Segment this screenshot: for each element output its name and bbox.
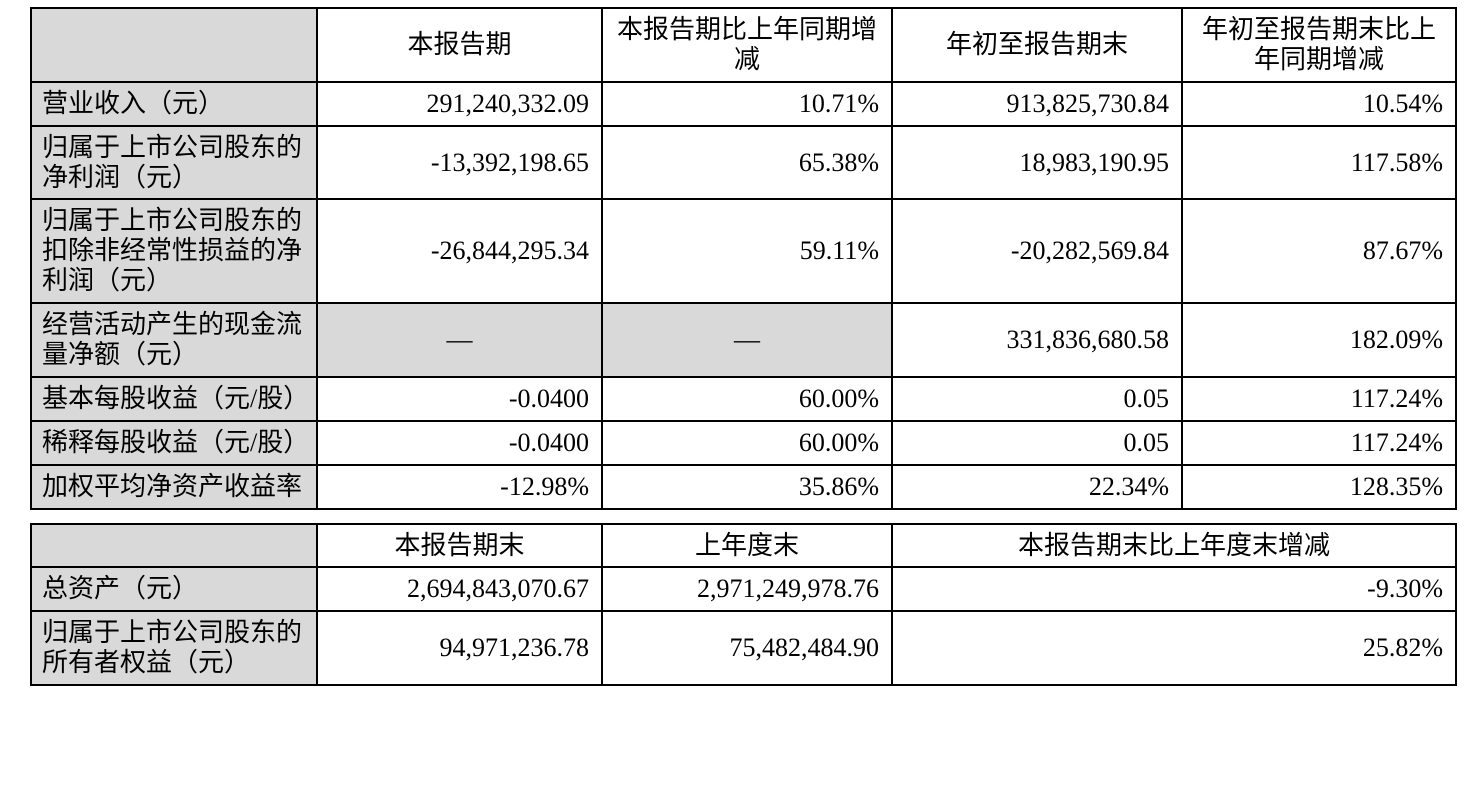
cell-value: -26,844,295.34 <box>316 198 603 305</box>
header-end-of-period: 本报告期末 <box>316 522 603 569</box>
header-end-of-prior-year: 上年度末 <box>601 522 893 569</box>
table-row-weighted-avg-roe: 加权平均净资产收益率 -12.98% 35.86% 22.34% 128.35% <box>30 463 1457 510</box>
row-label: 营业收入（元） <box>30 80 318 127</box>
cell-value: 117.24% <box>1181 419 1457 466</box>
cell-value: 18,983,190.95 <box>891 124 1183 201</box>
cell-value: 0.05 <box>891 375 1183 422</box>
cell-value: 128.35% <box>1181 463 1457 510</box>
cell-value: 22.34% <box>891 463 1183 510</box>
cell-value: 2,971,249,978.76 <box>601 566 893 613</box>
cell-value: -9.30% <box>891 566 1457 613</box>
table-row-total-assets: 总资产（元） 2,694,843,070.67 2,971,249,978.76… <box>30 566 1457 613</box>
header-empty-cell <box>30 7 318 83</box>
header-year-to-date-yoy-change: 年初至报告期末比上年同期增减 <box>1181 7 1457 83</box>
cell-value: 87.67% <box>1181 198 1457 305</box>
cell-value: 35.86% <box>601 463 893 510</box>
cell-value: 10.54% <box>1181 80 1457 127</box>
table-row-operating-revenue: 营业收入（元） 291,240,332.09 10.71% 913,825,73… <box>30 80 1457 127</box>
cell-dash: — <box>316 302 603 378</box>
cell-value: -0.0400 <box>316 375 603 422</box>
row-label: 稀释每股收益（元/股） <box>30 419 318 466</box>
table-row-diluted-eps: 稀释每股收益（元/股） -0.0400 60.00% 0.05 117.24% <box>30 419 1457 466</box>
table-row-basic-eps: 基本每股收益（元/股） -0.0400 60.00% 0.05 117.24% <box>30 375 1457 422</box>
cell-dash: — <box>601 302 893 378</box>
cell-value: 117.24% <box>1181 375 1457 422</box>
cell-value: 291,240,332.09 <box>316 80 603 127</box>
cell-value: -0.0400 <box>316 419 603 466</box>
row-label: 基本每股收益（元/股） <box>30 375 318 422</box>
cell-value: 94,971,236.78 <box>316 610 603 687</box>
balance-sheet-table: 本报告期末 上年度末 本报告期末比上年度末增减 总资产（元） 2,694,843… <box>30 522 1457 687</box>
row-label: 归属于上市公司股东的所有者权益（元） <box>30 610 318 687</box>
header-row: 本报告期末 上年度末 本报告期末比上年度末增减 <box>30 522 1457 569</box>
header-change-vs-prior-year-end: 本报告期末比上年度末增减 <box>891 522 1457 569</box>
header-current-period: 本报告期 <box>316 7 603 83</box>
row-label: 总资产（元） <box>30 566 318 613</box>
cell-value: -12.98% <box>316 463 603 510</box>
cell-value: -20,282,569.84 <box>891 198 1183 305</box>
cell-value: 65.38% <box>601 124 893 201</box>
header-empty-cell <box>30 522 318 569</box>
cell-value: 60.00% <box>601 419 893 466</box>
row-label: 加权平均净资产收益率 <box>30 463 318 510</box>
cell-value: 60.00% <box>601 375 893 422</box>
table-row-net-profit-excl-nonrecurring: 归属于上市公司股东的扣除非经常性损益的净利润（元） -26,844,295.34… <box>30 198 1457 305</box>
row-label: 经营活动产生的现金流量净额（元） <box>30 302 318 378</box>
cell-value: 117.58% <box>1181 124 1457 201</box>
cell-value: 59.11% <box>601 198 893 305</box>
cell-value: 331,836,680.58 <box>891 302 1183 378</box>
cell-value: 182.09% <box>1181 302 1457 378</box>
table-row-net-profit-attributable: 归属于上市公司股东的净利润（元） -13,392,198.65 65.38% 1… <box>30 124 1457 201</box>
header-row: 本报告期 本报告期比上年同期增减 年初至报告期末 年初至报告期末比上年同期增减 <box>30 7 1457 83</box>
cell-value: 75,482,484.90 <box>601 610 893 687</box>
header-year-to-date: 年初至报告期末 <box>891 7 1183 83</box>
cell-value: 10.71% <box>601 80 893 127</box>
row-label: 归属于上市公司股东的扣除非经常性损益的净利润（元） <box>30 198 318 305</box>
header-current-period-yoy-change: 本报告期比上年同期增减 <box>601 7 893 83</box>
cell-value: 913,825,730.84 <box>891 80 1183 127</box>
table-row-operating-cash-flow: 经营活动产生的现金流量净额（元） — — 331,836,680.58 182.… <box>30 302 1457 378</box>
cell-value: 2,694,843,070.67 <box>316 566 603 613</box>
quarterly-results-table: 本报告期 本报告期比上年同期增减 年初至报告期末 年初至报告期末比上年同期增减 … <box>30 7 1457 510</box>
cell-value: 25.82% <box>891 610 1457 687</box>
row-label: 归属于上市公司股东的净利润（元） <box>30 124 318 201</box>
cell-value: -13,392,198.65 <box>316 124 603 201</box>
table-row-owners-equity: 归属于上市公司股东的所有者权益（元） 94,971,236.78 75,482,… <box>30 610 1457 687</box>
cell-value: 0.05 <box>891 419 1183 466</box>
